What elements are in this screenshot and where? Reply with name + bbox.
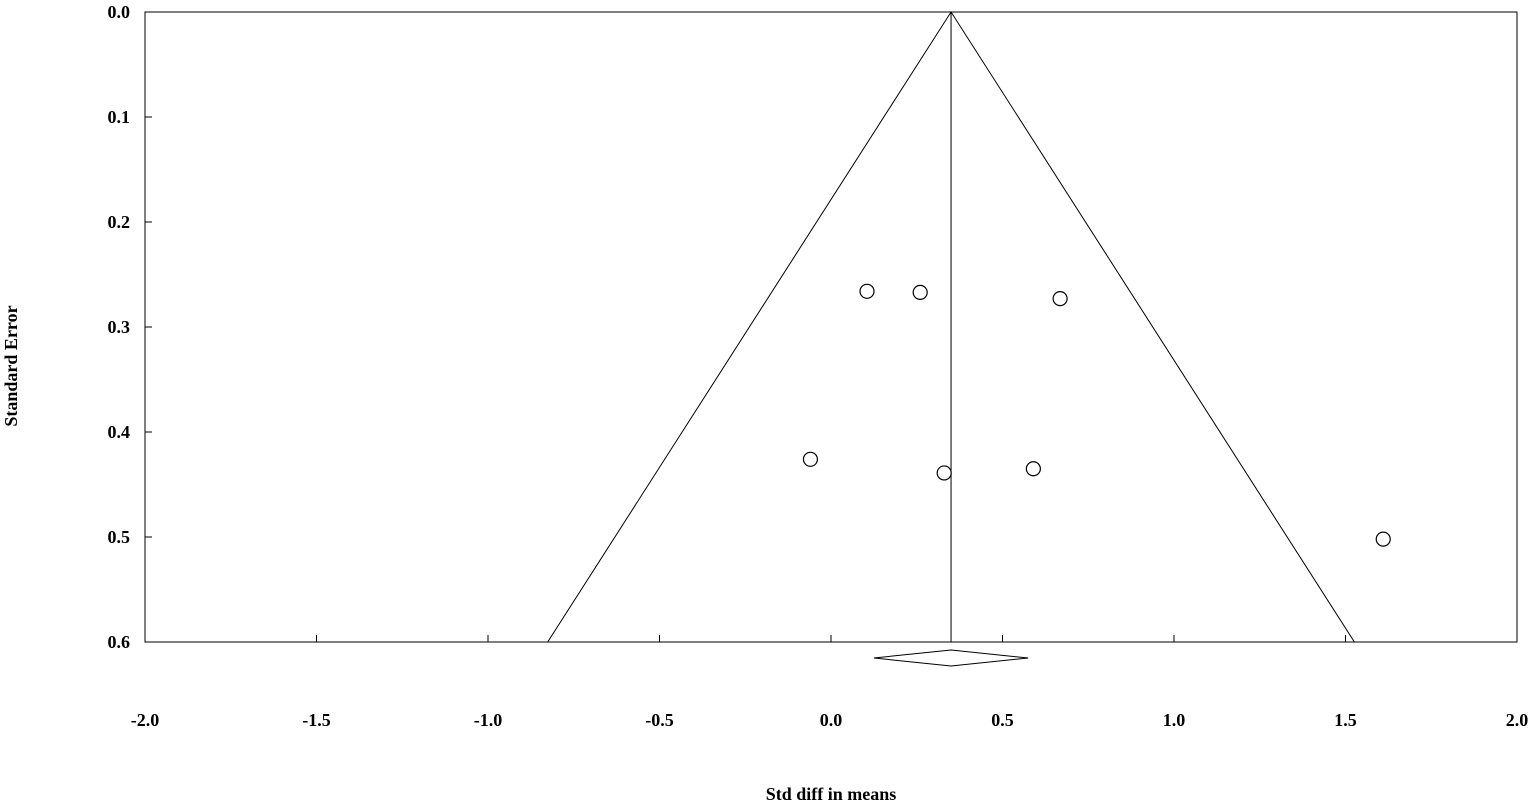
study-point: [802, 451, 819, 467]
x-tick-label: -0.5: [645, 710, 674, 730]
x-tick-label: 1.0: [1163, 710, 1186, 730]
study-point: [1025, 461, 1041, 477]
x-tick-label: -2.0: [131, 710, 160, 730]
pooled-effect-diamond: [873, 649, 1029, 667]
x-tick-label: -1.5: [302, 710, 331, 730]
x-axis-ticks: -2.0 -1.5 -1.0 -0.5 0.0 0.5 1.0 1.5 2.0: [131, 635, 1529, 730]
x-tick-label: 0.0: [820, 710, 843, 730]
x-tick-label: 1.5: [1334, 710, 1357, 730]
x-tick-label: 0.5: [991, 710, 1014, 730]
study-point: [859, 283, 875, 299]
y-tick-label: 0.2: [108, 212, 131, 232]
study-point: [1052, 291, 1068, 307]
plot-frame: [144, 11, 1518, 643]
y-tick-label: 0.1: [108, 107, 131, 127]
study-points: [802, 283, 1391, 547]
y-axis-title: Standard Error: [1, 305, 21, 426]
y-tick-label: 0.6: [108, 632, 131, 652]
x-tick-label: -1.0: [474, 710, 503, 730]
x-tick-label: 2.0: [1506, 710, 1529, 730]
y-tick-label: 0.3: [108, 317, 131, 337]
study-point: [936, 465, 952, 481]
y-tick-label: 0.0: [108, 2, 131, 22]
study-point: [912, 284, 928, 300]
y-tick-label: 0.5: [108, 527, 131, 547]
x-axis-title: Std diff in means: [766, 784, 897, 804]
y-tick-label: 0.4: [108, 422, 131, 442]
y-axis-ticks: 0.0 0.1 0.2 0.3 0.4 0.5 0.6: [108, 2, 152, 652]
study-point: [1375, 531, 1391, 547]
